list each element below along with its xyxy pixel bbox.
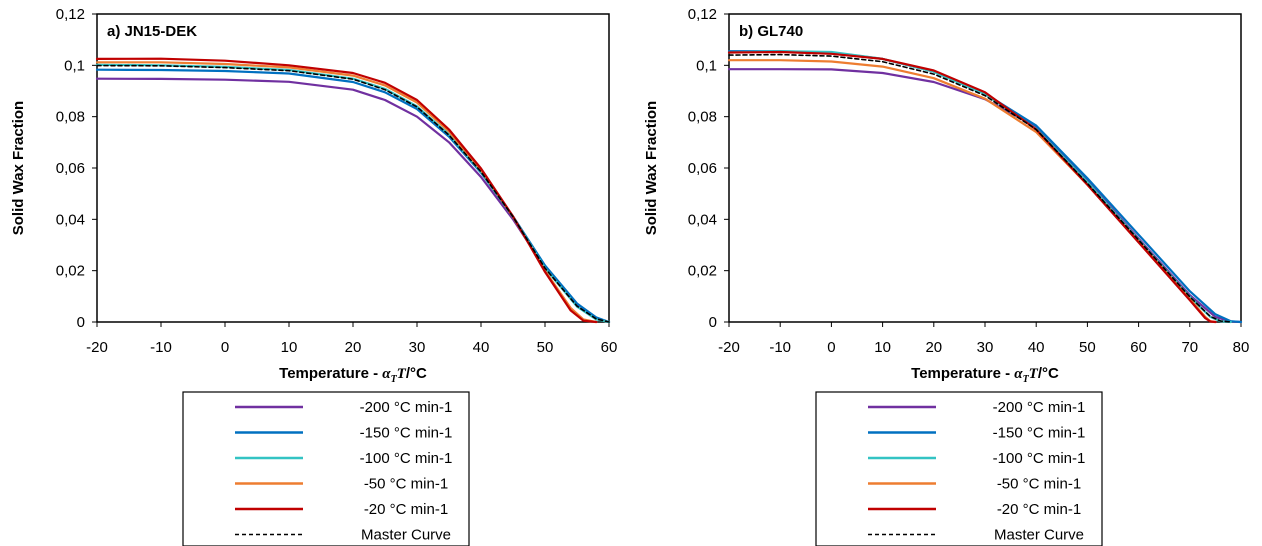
x-tick-label: -10: [769, 339, 791, 356]
y-tick-label: 0,04: [688, 211, 717, 228]
x-tick-label: 10: [281, 339, 298, 356]
y-tick-label: 0,06: [56, 160, 85, 177]
x-tick-label: -20: [718, 339, 740, 356]
x-axis-label-prefix: Temperature -: [911, 365, 1014, 382]
y-tick-label: 0,06: [688, 160, 717, 177]
series-line-1: [95, 68, 611, 324]
x-tick-label: 0: [221, 339, 229, 356]
legend-box: [815, 391, 1103, 546]
x-axis-label-prefix: Temperature -: [279, 365, 382, 382]
x-axis-label-subscript: T: [1023, 374, 1030, 385]
y-tick-label: 0,12: [56, 6, 85, 23]
y-tick-label: 0,1: [696, 57, 717, 74]
legend-label-4: -20 °C min-1: [997, 501, 1081, 518]
x-axis-label-suffix: /°C: [1038, 365, 1059, 382]
chart-panel-0: 0 0,02 0,04 0,06 0,08 0,1 0,12 -20 -10 0 10 20 30 40 5…: [10, 6, 617, 546]
x-axis-label: Temperature - αTT/°C: [279, 365, 427, 385]
y-tick-label: 0,02: [56, 263, 85, 280]
series-line-2: [95, 63, 611, 324]
series-line-0: [727, 68, 1243, 324]
x-tick-label: 30: [977, 339, 994, 356]
x-axis-label-t: T: [397, 366, 407, 382]
x-tick-label: 50: [537, 339, 554, 356]
legend-label-1: -150 °C min-1: [360, 425, 453, 442]
y-tick-label: 0: [709, 314, 717, 331]
y-tick-label: 0,12: [688, 6, 717, 23]
x-tick-label: 0: [827, 339, 835, 356]
legend: -200 °C min-1 -150 °C min-1 -100 °C min-1 -…: [815, 391, 1103, 546]
x-axis-label-subscript: T: [391, 374, 398, 385]
legend-label-5: Master Curve: [361, 527, 451, 544]
legend-label-2: -100 °C min-1: [993, 450, 1086, 467]
x-axis-label-t: T: [1029, 366, 1039, 382]
chart-title: a) JN15-DEK: [107, 23, 197, 40]
x-tick-label: 20: [925, 339, 942, 356]
legend-label-0: -200 °C min-1: [993, 399, 1086, 416]
legend-box: [182, 391, 470, 546]
legend-label-2: -100 °C min-1: [360, 450, 453, 467]
legend-label-4: -20 °C min-1: [364, 501, 448, 518]
series-line-4: [95, 57, 598, 324]
y-tick-label: 0,04: [56, 211, 85, 228]
chart-title: b) GL740: [739, 23, 803, 40]
y-tick-label: 0,08: [56, 109, 85, 126]
legend-label-3: -50 °C min-1: [364, 476, 448, 493]
x-tick-label: 50: [1079, 339, 1096, 356]
series-line-5: [728, 53, 1232, 323]
x-axis-label-alpha: α: [1014, 366, 1023, 382]
legend-label-3: -50 °C min-1: [997, 476, 1081, 493]
x-axis-label-suffix: /°C: [406, 365, 427, 382]
series-line-3: [95, 61, 598, 324]
x-tick-label: -20: [86, 339, 108, 356]
legend: -200 °C min-1 -150 °C min-1 -100 °C min-1 -…: [182, 391, 470, 546]
legend-label-1: -150 °C min-1: [993, 425, 1086, 442]
x-tick-label: 30: [409, 339, 426, 356]
x-tick-label: 40: [473, 339, 490, 356]
x-axis-label: Temperature - αTT/°C: [911, 365, 1059, 385]
legend-label-5: Master Curve: [994, 527, 1084, 544]
y-tick-label: 0,1: [64, 57, 85, 74]
x-tick-label: 60: [601, 339, 618, 356]
series-line-5: [96, 64, 610, 323]
x-tick-label: 10: [874, 339, 891, 356]
y-tick-label: 0: [77, 314, 85, 331]
x-tick-label: -10: [150, 339, 172, 356]
x-axis-label-alpha: α: [382, 366, 391, 382]
x-tick-label: 60: [1130, 339, 1147, 356]
y-axis-label: Solid Wax Fraction: [10, 101, 27, 235]
x-tick-label: 40: [1028, 339, 1045, 356]
x-tick-label: 70: [1181, 339, 1198, 356]
chart-panel-1: 0 0,02 0,04 0,06 0,08 0,1 0,12 -20 -10 0 10 20 30 40 5…: [643, 6, 1249, 546]
y-tick-label: 0,02: [688, 263, 717, 280]
x-tick-label: 80: [1233, 339, 1250, 356]
series-line-0: [95, 77, 611, 324]
series-line-3: [727, 59, 1217, 324]
y-tick-label: 0,08: [688, 109, 717, 126]
series-line-2: [727, 50, 1232, 324]
x-tick-label: 20: [345, 339, 362, 356]
y-axis-label: Solid Wax Fraction: [643, 101, 660, 235]
legend-label-0: -200 °C min-1: [360, 399, 453, 416]
